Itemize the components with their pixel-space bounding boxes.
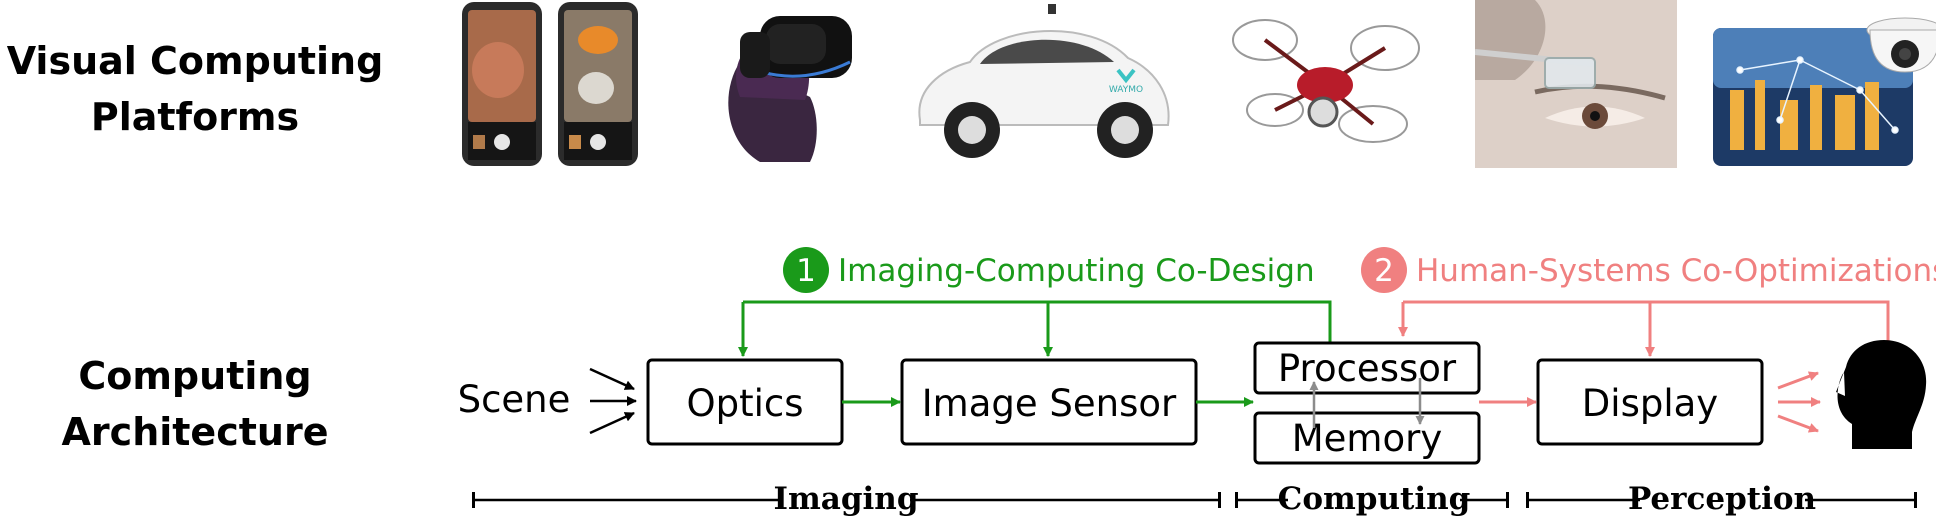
smart-glasses-icon (1475, 0, 1677, 168)
image-sensor-label: Image Sensor (922, 382, 1177, 425)
drone-icon (1225, 0, 1425, 168)
optics-box (646, 358, 844, 446)
codesign-number: 1 (796, 253, 816, 289)
computing-span-label: Computing (1278, 481, 1471, 517)
display-to-viewer-arrows (1777, 371, 1821, 433)
processor-label: Processor (1278, 347, 1457, 390)
perception-span-label: Perception (1628, 481, 1816, 517)
imaging-span-label: Imaging (773, 481, 918, 517)
memory-label: Memory (1292, 417, 1442, 460)
scene-label: Scene (458, 378, 571, 421)
coopt-number: 2 (1374, 253, 1394, 289)
memory-box (1253, 411, 1481, 465)
architecture-label-line1: Computing (78, 354, 312, 398)
platforms-row-label: Visual Computing Platforms (0, 33, 390, 145)
platforms-label-line1: Visual Computing (6, 39, 384, 83)
smartphone-camera-app-icon (460, 0, 640, 168)
coopt-label: Human-Systems Co-Optimizations (1416, 253, 1936, 289)
coopt-feedback-arrows (1398, 300, 1890, 357)
coopt-badge (1361, 247, 1407, 293)
architecture-label-line2: Architecture (61, 410, 329, 454)
architecture-row-label: Computing Architecture (0, 348, 390, 460)
optics-label: Optics (686, 382, 803, 425)
display-box (1536, 358, 1764, 446)
image-sensor-box (900, 358, 1198, 446)
codesign-label: Imaging-Computing Co-Design (838, 253, 1315, 289)
display-label: Display (1582, 382, 1718, 425)
codesign-feedback-arrows (738, 300, 1332, 357)
platforms-label-line2: Platforms (90, 95, 300, 139)
vr-headset-icon (700, 2, 860, 167)
smart-city-security-camera-icon (1710, 0, 1936, 168)
processor-box (1253, 341, 1481, 395)
car-brand-text: WAYMO (1109, 85, 1143, 95)
scene-light-arrows (589, 367, 637, 435)
codesign-badge (783, 247, 829, 293)
human-head-icon (1836, 340, 1927, 449)
self-driving-car-icon: WAYMO (900, 0, 1180, 168)
